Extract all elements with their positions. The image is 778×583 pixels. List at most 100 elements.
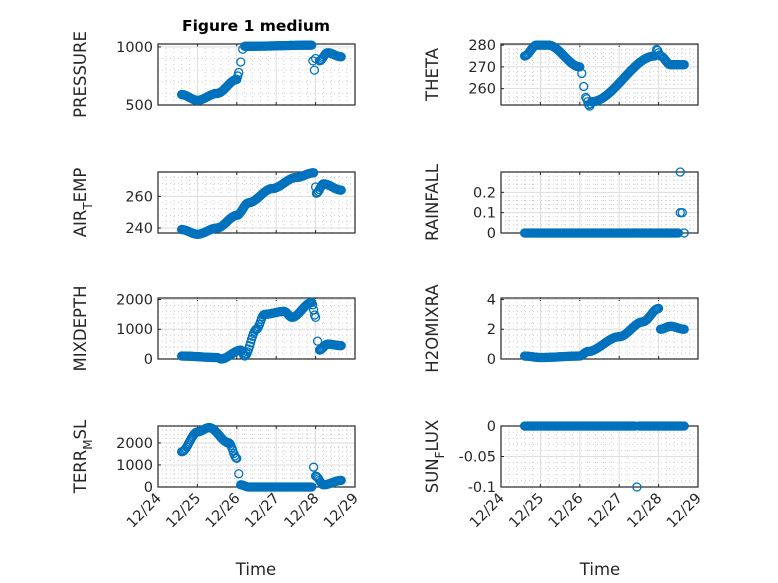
data-point bbox=[230, 451, 240, 461]
y-axis-label: MIXDEPTH bbox=[71, 286, 90, 372]
y-tick-label: 0 bbox=[487, 419, 496, 435]
data-point bbox=[336, 185, 346, 195]
data-point bbox=[577, 68, 587, 79]
x-tick-label: 12/26 bbox=[546, 491, 587, 532]
data-point bbox=[308, 462, 319, 472]
y-label-main: SUN bbox=[423, 458, 442, 493]
subplot-pressure: 500 1000 PRESSURE bbox=[71, 31, 356, 118]
x-tick-label: 12/27 bbox=[242, 491, 283, 532]
data-point bbox=[312, 336, 323, 346]
x-axis-label-right: Time bbox=[579, 560, 620, 579]
data-point bbox=[679, 421, 689, 431]
y-tick-label: 1000 bbox=[116, 322, 153, 338]
data-point bbox=[307, 40, 317, 50]
plot-area bbox=[501, 172, 698, 233]
x-tick-label: 12/26 bbox=[203, 491, 244, 532]
y-tick-label: 0 bbox=[144, 352, 153, 368]
data-point bbox=[653, 303, 664, 314]
y-tick-label: 1000 bbox=[116, 40, 153, 56]
y-axis-label: H2OMIXRA bbox=[423, 284, 442, 373]
data-point bbox=[336, 52, 346, 62]
x-tick-label: 12/28 bbox=[625, 491, 666, 532]
data-point bbox=[307, 300, 318, 310]
y-tick-label: 2000 bbox=[116, 292, 153, 308]
y-tick-label: 260 bbox=[125, 189, 153, 205]
data-point bbox=[336, 340, 346, 351]
y-tick-label: 0 bbox=[487, 226, 496, 242]
x-tick-label: 12/29 bbox=[664, 491, 705, 532]
y-label-subscript: F bbox=[433, 451, 447, 458]
y-tick-label: 0.2 bbox=[473, 185, 496, 201]
y-label-rest: LUX bbox=[423, 420, 442, 452]
data-point bbox=[236, 57, 246, 67]
y-axis-label: AIRTEMP bbox=[71, 168, 95, 238]
y-tick-label: 240 bbox=[125, 221, 153, 237]
y-tick-label: 1000 bbox=[116, 458, 153, 474]
y-label-main: PRESSURE bbox=[71, 31, 90, 118]
y-label-main: AIR bbox=[71, 210, 90, 238]
y-tick-label: 4 bbox=[487, 292, 496, 308]
data-point bbox=[309, 65, 320, 75]
x-tick-label: 12/28 bbox=[282, 491, 323, 532]
y-tick-label: 500 bbox=[125, 98, 153, 114]
x-axis-label-left: Time bbox=[235, 560, 276, 579]
y-tick-label: 0 bbox=[487, 352, 496, 368]
data-point bbox=[677, 208, 687, 218]
y-label-rest: EMP bbox=[71, 168, 90, 203]
y-tick-label: 280 bbox=[468, 38, 496, 54]
data-point bbox=[679, 324, 689, 334]
x-tick-label: 12/27 bbox=[585, 491, 626, 532]
y-label-main: THETA bbox=[423, 47, 442, 102]
data-point bbox=[675, 167, 685, 177]
y-tick-label: 2 bbox=[487, 322, 496, 338]
y-label-main: RAINFALL bbox=[423, 163, 442, 241]
data-point bbox=[234, 469, 244, 479]
y-label-main: TERR bbox=[71, 450, 90, 494]
data-point bbox=[336, 475, 346, 486]
data-point bbox=[579, 81, 589, 92]
x-tick-label: 12/24 bbox=[124, 491, 165, 532]
y-axis-label: THETA bbox=[423, 47, 442, 102]
data-point bbox=[632, 482, 642, 492]
data-point bbox=[307, 482, 317, 492]
figure-title: Figure 1 medium bbox=[182, 17, 330, 35]
subplot-airtemp: 240 260 AIRTEMP bbox=[71, 168, 356, 239]
y-tick-label: 260 bbox=[468, 82, 496, 98]
y-tick-label: 0.1 bbox=[473, 206, 496, 222]
subplot-h2omixra: 0 2 4 H2OMIXRA bbox=[423, 284, 699, 373]
y-tick-label: -0.1 bbox=[468, 480, 496, 496]
data-point bbox=[310, 312, 321, 322]
subplot-mixdepth: 0 1000 2000 MIXDEPTH bbox=[71, 286, 356, 372]
data-point bbox=[232, 453, 242, 464]
y-axis-label: SUNFLUX bbox=[423, 420, 447, 494]
axes-box bbox=[500, 297, 699, 360]
plot-area bbox=[158, 426, 355, 487]
y-label-main: MIXDEPTH bbox=[71, 286, 90, 372]
y-tick-label: 0 bbox=[144, 480, 153, 496]
y-label-main: H2OMIXRA bbox=[423, 284, 442, 373]
y-label-subscript: T bbox=[81, 202, 95, 211]
x-tick-label: 12/25 bbox=[163, 491, 204, 532]
y-axis-label: RAINFALL bbox=[423, 163, 442, 241]
x-tick-label: 12/24 bbox=[467, 491, 508, 532]
x-tick-label: 12/29 bbox=[321, 491, 362, 532]
y-axis-label: PRESSURE bbox=[71, 31, 90, 118]
y-label-subscript: M bbox=[81, 439, 95, 449]
data-point bbox=[679, 60, 689, 70]
axes-box bbox=[157, 171, 356, 234]
y-tick-label: 270 bbox=[468, 60, 496, 76]
data-point bbox=[673, 228, 683, 238]
data-point bbox=[308, 168, 319, 178]
data-point bbox=[679, 228, 689, 238]
subplot-theta: 260 270 280 THETA bbox=[423, 38, 699, 111]
y-tick-label: -0.05 bbox=[458, 450, 496, 466]
x-tick-label: 12/25 bbox=[506, 491, 547, 532]
y-label-rest: SL bbox=[71, 419, 90, 439]
y-tick-label: 2000 bbox=[116, 436, 153, 452]
y-axis-label: TERRMSL bbox=[71, 419, 95, 494]
data-point bbox=[234, 67, 244, 78]
axes-box bbox=[157, 297, 356, 360]
